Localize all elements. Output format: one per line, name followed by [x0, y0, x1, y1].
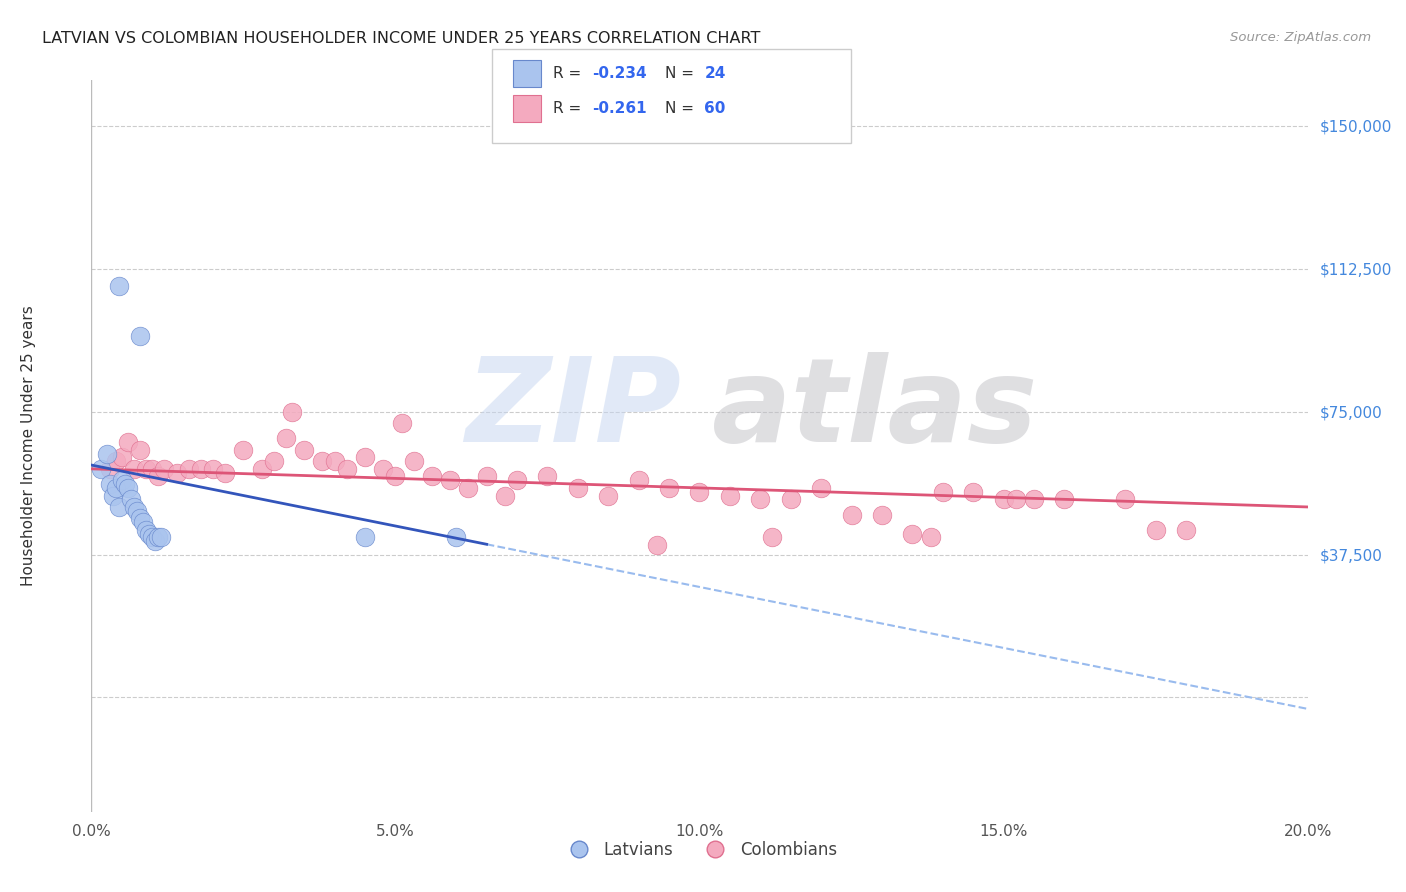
- Point: [135, 462, 157, 476]
- Point: [122, 462, 145, 476]
- Text: N =: N =: [665, 102, 699, 116]
- Point: [354, 530, 377, 544]
- Point: [475, 469, 498, 483]
- Point: [114, 477, 136, 491]
- Point: [384, 469, 406, 483]
- Point: [232, 442, 254, 457]
- Point: [104, 454, 127, 468]
- Point: [107, 500, 129, 514]
- Point: [129, 511, 152, 525]
- Point: [281, 405, 304, 419]
- Text: 24: 24: [704, 66, 725, 80]
- Point: [323, 454, 346, 468]
- Point: [153, 462, 176, 476]
- Point: [354, 450, 377, 465]
- Point: [920, 530, 942, 544]
- Point: [98, 477, 121, 491]
- Point: [120, 492, 142, 507]
- Point: [749, 492, 772, 507]
- Text: 60: 60: [704, 102, 725, 116]
- Point: [1114, 492, 1136, 507]
- Point: [117, 481, 139, 495]
- Point: [148, 469, 170, 483]
- Point: [870, 508, 893, 522]
- Point: [135, 523, 157, 537]
- Point: [250, 462, 273, 476]
- Point: [166, 466, 188, 480]
- Point: [598, 489, 620, 503]
- Y-axis label: Householder Income Under 25 years: Householder Income Under 25 years: [21, 306, 35, 586]
- Point: [391, 416, 413, 430]
- Point: [96, 447, 118, 461]
- Point: [645, 538, 668, 552]
- Text: -0.261: -0.261: [592, 102, 647, 116]
- Point: [1004, 492, 1026, 507]
- Point: [292, 442, 315, 457]
- Point: [536, 469, 558, 483]
- Point: [962, 484, 984, 499]
- Point: [627, 473, 650, 487]
- Point: [688, 484, 710, 499]
- Point: [141, 530, 163, 544]
- Legend: Latvians, Colombians: Latvians, Colombians: [555, 834, 844, 865]
- Point: [931, 484, 953, 499]
- Point: [89, 462, 111, 476]
- Point: [111, 450, 134, 465]
- Point: [214, 466, 236, 480]
- Point: [506, 473, 529, 487]
- Point: [143, 534, 166, 549]
- Text: R =: R =: [553, 66, 586, 80]
- Point: [494, 489, 516, 503]
- Point: [402, 454, 425, 468]
- Point: [761, 530, 783, 544]
- Point: [117, 435, 139, 450]
- Point: [104, 481, 127, 495]
- Point: [129, 328, 152, 343]
- Point: [718, 489, 741, 503]
- Point: [111, 473, 134, 487]
- Point: [132, 515, 155, 529]
- Point: [263, 454, 285, 468]
- Point: [373, 462, 395, 476]
- Point: [658, 481, 681, 495]
- Point: [177, 462, 200, 476]
- Point: [141, 462, 163, 476]
- Point: [1053, 492, 1076, 507]
- Point: [444, 530, 467, 544]
- Text: atlas: atlas: [711, 352, 1038, 467]
- Point: [138, 526, 160, 541]
- Text: -0.234: -0.234: [592, 66, 647, 80]
- Text: R =: R =: [553, 102, 586, 116]
- Point: [1175, 523, 1198, 537]
- Point: [420, 469, 443, 483]
- Point: [148, 530, 170, 544]
- Point: [311, 454, 333, 468]
- Text: ZIP: ZIP: [465, 352, 682, 467]
- Text: Source: ZipAtlas.com: Source: ZipAtlas.com: [1230, 31, 1371, 45]
- Point: [129, 442, 152, 457]
- Point: [841, 508, 863, 522]
- Point: [993, 492, 1015, 507]
- Text: LATVIAN VS COLOMBIAN HOUSEHOLDER INCOME UNDER 25 YEARS CORRELATION CHART: LATVIAN VS COLOMBIAN HOUSEHOLDER INCOME …: [42, 31, 761, 46]
- Point: [98, 462, 121, 476]
- Point: [1144, 523, 1167, 537]
- Text: N =: N =: [665, 66, 699, 80]
- Point: [150, 530, 173, 544]
- Point: [779, 492, 801, 507]
- Point: [274, 431, 297, 445]
- Point: [202, 462, 225, 476]
- Point: [101, 489, 124, 503]
- Point: [457, 481, 479, 495]
- Point: [107, 279, 129, 293]
- Point: [567, 481, 589, 495]
- Point: [901, 526, 924, 541]
- Point: [336, 462, 359, 476]
- Point: [125, 504, 148, 518]
- Point: [810, 481, 832, 495]
- Point: [190, 462, 212, 476]
- Point: [122, 500, 145, 514]
- Point: [439, 473, 461, 487]
- Point: [1022, 492, 1045, 507]
